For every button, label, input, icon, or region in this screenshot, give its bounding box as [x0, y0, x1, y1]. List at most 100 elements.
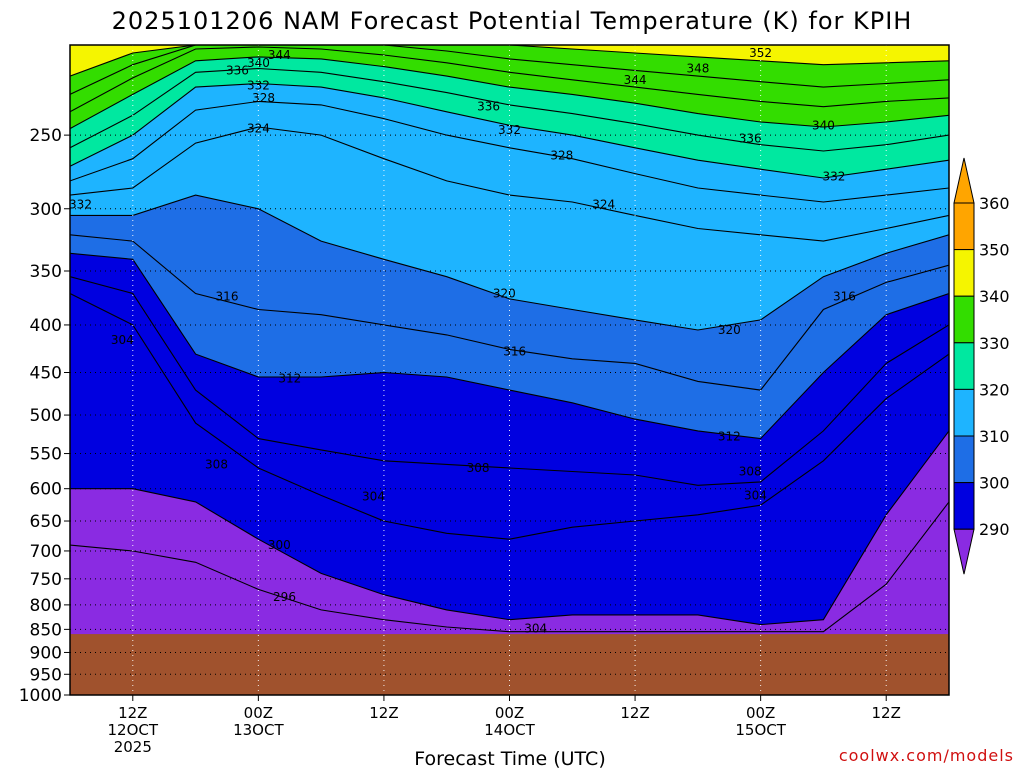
contour-label: 348 [686, 62, 709, 76]
contour-line-336 [70, 67, 949, 152]
colorbar-label: 340 [979, 287, 1010, 306]
y-tick-label: 700 [30, 542, 62, 562]
contour-label: 316 [503, 344, 526, 358]
contour-label: 312 [278, 372, 301, 386]
y-tick-label: 900 [30, 643, 62, 663]
contour-line-328 [70, 100, 949, 203]
colorbar-segment [953, 342, 975, 390]
contour-label: 336 [477, 100, 500, 114]
colorbar-label: 320 [979, 380, 1010, 399]
contour-line-316 [70, 234, 949, 391]
contour-label: 332 [822, 170, 845, 184]
x-tick-label: 00Z [244, 704, 273, 722]
x-tick-label: 12Z [620, 704, 649, 722]
contour-label: 304 [362, 490, 385, 504]
y-tick-label: 350 [30, 262, 62, 282]
x-tick-label: 15OCT [735, 721, 786, 739]
terrain [70, 634, 949, 695]
y-tick-label: 250 [30, 126, 62, 146]
contour-line-344 [70, 46, 949, 113]
contour-label: 316 [833, 290, 856, 304]
colorbar-segment [953, 249, 975, 297]
y-tick-label: 500 [30, 406, 62, 426]
colorbar-segment [953, 202, 975, 251]
colorbar-label: 290 [979, 520, 1010, 539]
y-tick-label: 750 [30, 570, 62, 590]
colorbar-label: 300 [979, 474, 1010, 493]
contour-line-348 [70, 45, 949, 95]
contour-label: 328 [252, 91, 275, 105]
y-tick-label: 800 [30, 596, 62, 616]
x-tick-label: 00Z [746, 704, 775, 722]
contour-label: 316 [216, 290, 239, 304]
contour-label: 344 [268, 48, 291, 62]
y-tick-label: 850 [30, 620, 62, 640]
contour-label: 312 [718, 429, 741, 443]
x-tick-label: 12OCT [108, 721, 159, 739]
contour-line-320 [70, 194, 949, 331]
contour-label: 320 [493, 287, 516, 301]
y-tick-label: 450 [30, 364, 62, 384]
x-tick-label: 12Z [118, 704, 147, 722]
colorbar-over-triangle [953, 157, 975, 204]
y-axis: 250 300 350 400 450 500 550 600 650 700 750 800 850 9… [19, 126, 70, 706]
contour-label: 340 [812, 118, 835, 132]
contour-label: 352 [749, 46, 772, 60]
contour-label: 340 [247, 56, 270, 70]
y-tick-label: 600 [30, 480, 62, 500]
filled-contours [70, 45, 949, 695]
colorbar-segment [953, 388, 975, 437]
contour-labels: 3523483443443403403363363363323323323323… [69, 46, 856, 635]
x-tick-label: 00Z [495, 704, 524, 722]
colorbar: 360 350 340 330 320 310 300 290 [953, 157, 1010, 575]
contour-label: 296 [273, 590, 296, 604]
contour-label: 336 [739, 131, 762, 145]
contour-label: 304 [744, 488, 767, 502]
y-tick-label: 400 [30, 316, 62, 336]
y-tick-label: 950 [30, 665, 62, 685]
terrain-below-ground [70, 634, 949, 695]
contour-label: 308 [205, 457, 228, 471]
contour-label: 328 [550, 149, 573, 163]
credit-text: coolwx.com/models [839, 746, 1014, 765]
contour-line-308 [70, 276, 949, 486]
band-above-352 [70, 45, 949, 77]
contour-line-352 [70, 45, 949, 77]
contour-line-300 [70, 430, 949, 626]
x-tick-label: 12Z [872, 704, 901, 722]
y-tick-label: 300 [30, 200, 62, 220]
colorbar-label: 350 [979, 241, 1010, 260]
contour-label: 304 [111, 333, 134, 347]
colorbar-segment [953, 295, 975, 344]
x-tick-label: 12Z [369, 704, 398, 722]
x-tick-label: 14OCT [484, 721, 535, 739]
contour-line-296 [70, 501, 949, 633]
contour-label: 324 [247, 122, 270, 136]
contour-label: 320 [718, 323, 741, 337]
contour-label: 324 [592, 198, 615, 212]
contour-label: 344 [624, 73, 647, 87]
chart-title: 2025101206 NAM Forecast Potential Temper… [112, 7, 913, 35]
y-tick-label: 1000 [19, 686, 62, 706]
contour-label: 336 [226, 63, 249, 77]
contour-label: 308 [467, 461, 490, 475]
contour-line-340 [70, 56, 949, 130]
contour-label: 300 [268, 538, 291, 552]
contour-line-304 [70, 293, 949, 540]
colorbar-label: 310 [979, 427, 1010, 446]
x-tick-label: 13OCT [233, 721, 284, 739]
y-tick-label: 550 [30, 445, 62, 465]
contour-label: 308 [739, 465, 762, 479]
contour-label: 332 [69, 198, 92, 212]
colorbar-under-triangle [953, 528, 975, 575]
colorbar-segment [953, 435, 975, 484]
x-tick-label: 2025 [114, 738, 152, 756]
colorbar-label: 360 [979, 194, 1010, 213]
colorbar-segment [953, 482, 975, 530]
colorbar-label: 330 [979, 334, 1010, 353]
x-axis-label: Forecast Time (UTC) [414, 748, 605, 768]
gridlines [70, 45, 949, 695]
y-tick-label: 650 [30, 512, 62, 532]
